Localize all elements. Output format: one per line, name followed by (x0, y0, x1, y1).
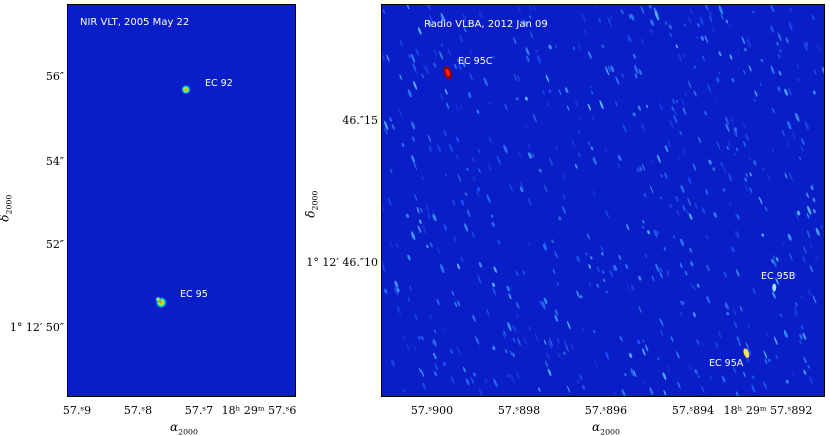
left-x-axis-label: α2000 (170, 420, 198, 436)
radio-title: Radio VLBA, 2012 Jan 09 (424, 19, 548, 30)
right-y-tick: 46.″15 (342, 114, 378, 127)
nir-image (68, 5, 295, 396)
nir-title: NIR VLT, 2005 May 22 (80, 17, 190, 28)
left-y-tick: 52″ (45, 238, 64, 251)
ec95a-label: EC 95A (709, 358, 744, 369)
radio-image-panel: Radio VLBA, 2012 Jan 09 EC 95C EC 95B EC… (381, 4, 825, 397)
left-x-tick: 57.ˢ7 (184, 404, 214, 417)
left-x-tick: 57.ˢ8 (123, 404, 153, 417)
right-y-tick: 1° 12′ 46.″10 (306, 256, 378, 269)
left-y-tick: 54″ (45, 155, 64, 168)
left-x-tick: 18ʰ 29ᵐ 57.ˢ6 (221, 404, 297, 417)
right-x-tick: 57.ˢ900 (410, 404, 454, 417)
nir-image-panel: NIR VLT, 2005 May 22 EC 92 EC 95 (67, 4, 296, 397)
right-x-tick: 57.ˢ898 (497, 404, 541, 417)
ec95b-source (772, 283, 777, 292)
ec95a-source (743, 348, 750, 358)
right-x-axis-label: α2000 (592, 420, 620, 436)
ec95-label: EC 95 (180, 289, 208, 300)
right-x-tick: 57.ˢ896 (584, 404, 628, 417)
right-x-tick: 57.ˢ894 (671, 404, 715, 417)
ec95b-label: EC 95B (761, 271, 796, 282)
left-y-tick: 1° 12′ 50″ (9, 321, 64, 334)
right-x-tick: 18ʰ 29ᵐ 57.ˢ892 (723, 404, 813, 417)
left-y-tick: 56″ (45, 70, 64, 83)
ec95c-label: EC 95C (458, 56, 493, 67)
radio-image (382, 5, 824, 396)
ec92-source (181, 84, 191, 95)
left-y-axis-label: δ2000 (0, 194, 14, 222)
left-x-tick: 57.ˢ9 (62, 404, 92, 417)
ec92-label: EC 92 (205, 78, 233, 89)
right-y-axis-label: δ2000 (303, 190, 320, 218)
